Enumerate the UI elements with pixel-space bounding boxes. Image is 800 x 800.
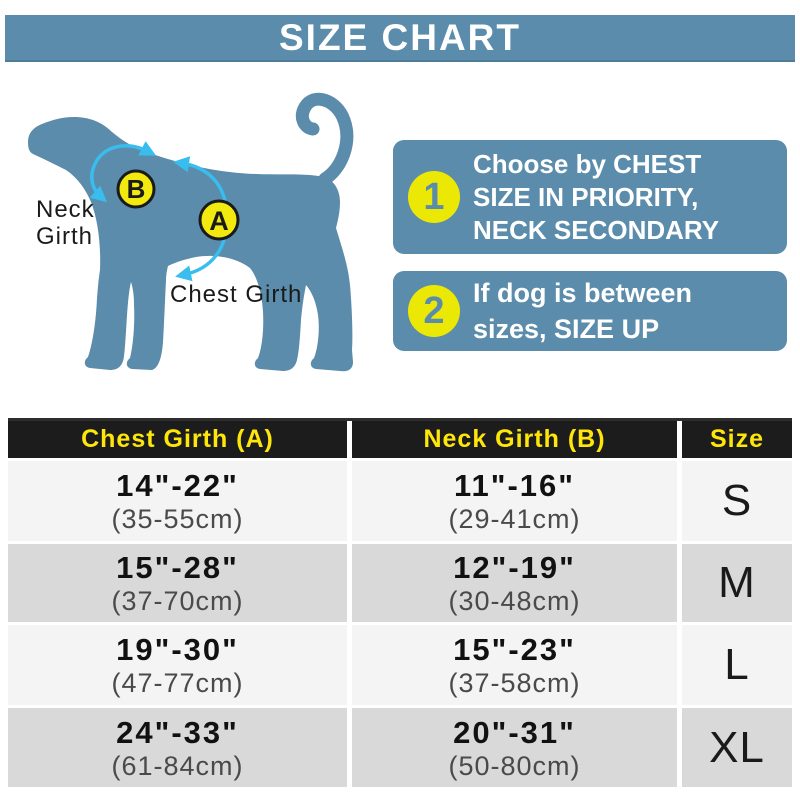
neck-inches: 12"-19" [453, 550, 576, 585]
table-header-row: Chest Girth (A) Neck Girth (B) Size [8, 421, 792, 458]
marker-a-letter: A [209, 206, 229, 236]
tip-box-2: 2 If dog is between sizes, SIZE UP [393, 271, 787, 351]
tip-2-text: If dog is between sizes, SIZE UP [473, 275, 692, 347]
size-cell: M [682, 544, 792, 622]
neck-inches: 15"-23" [453, 632, 576, 667]
tip-2-line-1: If dog is between [473, 278, 693, 308]
chest-cell: 24"-33" (61-84cm) [8, 708, 347, 787]
neck-girth-arrow-icon [89, 141, 157, 203]
neck-girth-label: Neck Girth [36, 196, 95, 250]
header-chest-girth: Chest Girth (A) [8, 421, 347, 458]
neck-cm: (37-58cm) [448, 668, 581, 698]
tip-1-line-3: NECK SECONDARY [473, 214, 720, 245]
tip-2-line-2: sizes, SIZE UP [473, 314, 660, 344]
neck-cm: (30-48cm) [448, 586, 581, 616]
neck-inches: 20"-31" [453, 714, 576, 750]
size-table: Chest Girth (A) Neck Girth (B) Size 14"-… [8, 418, 792, 787]
neck-cm: (29-41cm) [448, 504, 581, 534]
neck-cm: (50-80cm) [448, 750, 581, 781]
header-neck-girth: Neck Girth (B) [352, 421, 677, 458]
neck-cell: 11"-16" (29-41cm) [352, 461, 677, 541]
table-row: 24"-33" (61-84cm) 20"-31" (50-80cm) XL [8, 708, 792, 787]
size-cell: XL [682, 708, 792, 787]
chest-cell: 19"-30" (47-77cm) [8, 625, 347, 705]
marker-b-letter: B [127, 174, 146, 204]
size-letter: L [724, 640, 750, 689]
table-row: 15"-28" (37-70cm) 12"-19" (30-48cm) M [8, 544, 792, 622]
chest-inches: 24"-33" [116, 714, 239, 750]
tip-1-line-1: Choose by CHEST [473, 148, 702, 179]
neck-cell: 20"-31" (50-80cm) [352, 708, 677, 787]
tip-1-line-2: SIZE IN PRIORITY, [473, 181, 699, 212]
tip-1-text: Choose by CHEST SIZE IN PRIORITY, NECK S… [473, 148, 719, 247]
chest-cm: (61-84cm) [111, 750, 244, 781]
chest-cm: (37-70cm) [111, 586, 244, 616]
page-title: SIZE CHART [279, 16, 521, 58]
size-cell: S [682, 461, 792, 541]
tip-2-number-badge: 2 [408, 285, 460, 337]
header-neck-girth-label: Neck Girth (B) [423, 425, 606, 453]
neck-cell: 15"-23" (37-58cm) [352, 625, 677, 705]
chest-cm: (47-77cm) [111, 668, 244, 698]
header-size-label: Size [709, 425, 765, 453]
chest-inches: 19"-30" [116, 632, 239, 667]
chest-marker-a: A [198, 199, 240, 241]
chest-cell: 14"-22" (35-55cm) [8, 461, 347, 541]
chest-inches: 14"-22" [116, 468, 239, 503]
size-letter: XL [709, 722, 765, 772]
size-cell: L [682, 625, 792, 705]
chest-cm: (35-55cm) [111, 504, 244, 534]
header-size: Size [682, 421, 792, 458]
chest-inches: 15"-28" [116, 550, 239, 585]
tip-box-1: 1 Choose by CHEST SIZE IN PRIORITY, NECK… [393, 140, 787, 254]
chest-cell: 15"-28" (37-70cm) [8, 544, 347, 622]
tip-1-number-badge: 1 [408, 171, 460, 223]
neck-marker-b: B [116, 169, 156, 209]
table-top-border [8, 418, 792, 421]
size-letter: S [721, 476, 753, 525]
header-chest-girth-label: Chest Girth (A) [81, 425, 274, 453]
size-letter: M [718, 558, 756, 607]
neck-cell: 12"-19" (30-48cm) [352, 544, 677, 622]
neck-inches: 11"-16" [454, 468, 575, 503]
chest-girth-label: Chest Girth [170, 281, 303, 308]
dog-measurement-diagram: B A [28, 92, 354, 372]
dog-tail [295, 92, 354, 186]
title-banner: SIZE CHART [5, 15, 795, 62]
table-row: 19"-30" (47-77cm) 15"-23" (37-58cm) L [8, 625, 792, 705]
table-row: 14"-22" (35-55cm) 11"-16" (29-41cm) S [8, 461, 792, 541]
